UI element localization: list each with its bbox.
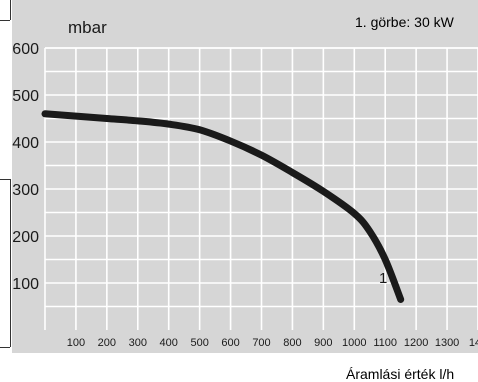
y-tick-label: 100 <box>12 276 39 293</box>
x-tick-label: 140 <box>469 337 478 349</box>
page-edge-line <box>10 0 11 20</box>
x-tick-label: 600 <box>221 337 239 349</box>
y-tick-label: 400 <box>12 135 39 152</box>
y-tick-label: 500 <box>12 88 39 105</box>
x-tick-label: 1000 <box>342 337 366 349</box>
x-tick-label: 200 <box>98 337 116 349</box>
x-tick-label: 700 <box>252 337 270 349</box>
x-tick-label: 1200 <box>404 337 428 349</box>
x-tick-label: 500 <box>190 337 208 349</box>
x-tick-label: 1300 <box>435 337 459 349</box>
x-tick-label: 900 <box>314 337 332 349</box>
x-tick-label: 400 <box>160 337 178 349</box>
x-tick-label: 800 <box>283 337 301 349</box>
y-axis-unit-label: mbar <box>68 18 107 37</box>
x-tick-label: 1100 <box>373 337 397 349</box>
y-tick-label: 600 <box>12 41 39 58</box>
page-edge-mark <box>0 20 10 21</box>
y-tick-labels: 100 200 300 400 500 600 <box>12 41 39 293</box>
y-tick-label: 300 <box>12 182 39 199</box>
x-tick-label: 100 <box>67 337 85 349</box>
x-axis-label: Áramlási érték l/h <box>346 366 455 382</box>
series-layer: 1 <box>41 110 405 303</box>
page-edge-mark <box>0 179 10 180</box>
page-edge-mark <box>0 347 10 348</box>
page-edge-line <box>10 179 11 347</box>
series-line-1 <box>41 110 405 303</box>
x-tick-label: 300 <box>129 337 147 349</box>
x-tick-labels: 100 200 300 400 500 600 700 800 900 1000 1100 1200 1… <box>67 337 478 349</box>
curve-note: 1. görbe: 30 kW <box>355 14 454 30</box>
chart-grid <box>44 47 478 330</box>
series-label: 1 <box>379 270 387 287</box>
y-tick-label: 200 <box>12 229 39 246</box>
